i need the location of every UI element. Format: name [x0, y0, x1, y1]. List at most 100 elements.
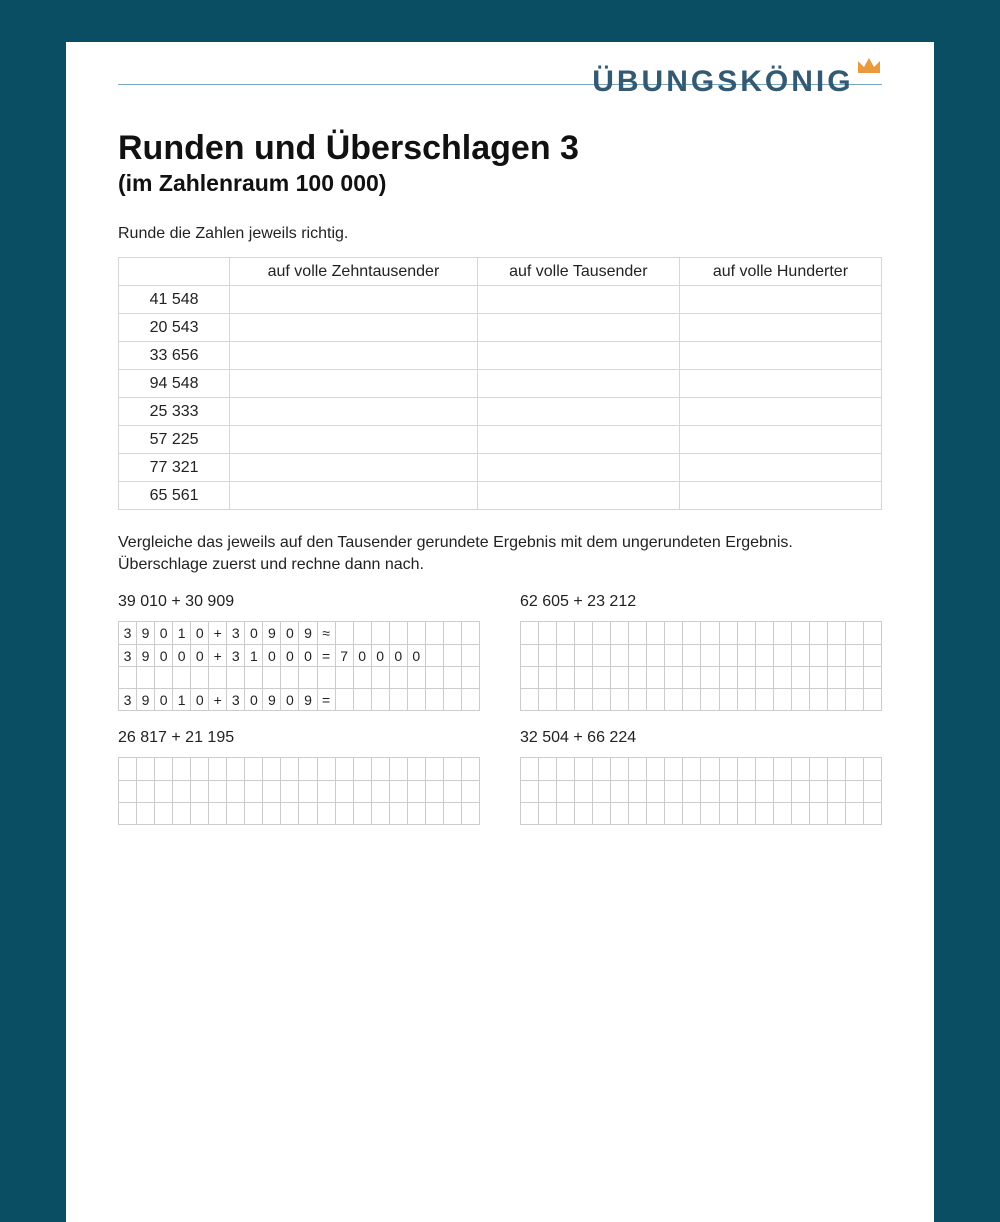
- grid-cell: [629, 622, 647, 644]
- grid-cell: 3: [119, 622, 137, 644]
- grid-row: [119, 758, 479, 780]
- table-blank-cell: [477, 454, 679, 482]
- grid-cell: [444, 622, 462, 644]
- grid-cell: [810, 667, 828, 688]
- grid-cell: [864, 645, 881, 666]
- grid-cell: [683, 622, 701, 644]
- grid-cell: [720, 689, 738, 710]
- grid-cell: [318, 781, 336, 802]
- grid-cell: [191, 758, 209, 780]
- table-header-cell: auf volle Hunderter: [679, 258, 881, 286]
- grid-cell: [426, 758, 444, 780]
- grid-cell: 0: [281, 622, 299, 644]
- grid-cell: [575, 803, 593, 824]
- crown-icon: [856, 55, 882, 82]
- rounding-table: auf volle Zehntausenderauf volle Tausend…: [118, 257, 882, 510]
- exercise-block: 62 605 + 23 212: [520, 593, 882, 711]
- grid-cell: [426, 803, 444, 824]
- grid-cell: [318, 758, 336, 780]
- grid-cell: [155, 758, 173, 780]
- grid-cell: [263, 667, 281, 688]
- grid-cell: [209, 758, 227, 780]
- table-header-cell: auf volle Tausender: [477, 258, 679, 286]
- table-blank-cell: [679, 482, 881, 510]
- grid-cell: [521, 622, 539, 644]
- grid-cell: [611, 645, 629, 666]
- grid-cell: [408, 781, 426, 802]
- grid-cell: [756, 645, 774, 666]
- grid-cell: [521, 667, 539, 688]
- grid-cell: [245, 803, 263, 824]
- grid-cell: 3: [227, 645, 245, 666]
- grid-cell: [738, 645, 756, 666]
- grid-cell: [372, 622, 390, 644]
- grid-cell: [444, 667, 462, 688]
- grid-cell: 9: [137, 689, 155, 710]
- grid-cell: [462, 689, 479, 710]
- grid-cell: [738, 758, 756, 780]
- grid-cell: [557, 689, 575, 710]
- table-blank-cell: [230, 314, 478, 342]
- grid-cell: [539, 689, 557, 710]
- grid-cell: [647, 689, 665, 710]
- grid-cell: [846, 622, 864, 644]
- grid-cell: [846, 667, 864, 688]
- grid-cell: [444, 803, 462, 824]
- grid-cell: 9: [137, 622, 155, 644]
- grid-cell: [593, 622, 611, 644]
- table-blank-cell: [679, 398, 881, 426]
- exercise-label: 62 605 + 23 212: [520, 593, 882, 611]
- grid-cell: [611, 689, 629, 710]
- table-blank-cell: [679, 286, 881, 314]
- grid-cell: 0: [263, 645, 281, 666]
- grid-cell: [647, 622, 665, 644]
- table-number-cell: 94 548: [119, 370, 230, 398]
- grid-cell: [336, 622, 354, 644]
- grid-cell: [774, 689, 792, 710]
- grid-cell: [701, 781, 719, 802]
- grid-cell: [720, 667, 738, 688]
- grid-cell: [408, 667, 426, 688]
- exercise-block: 39 010 + 30 90939010+30909≈39000+31000=7…: [118, 593, 480, 711]
- grid-cell: [539, 758, 557, 780]
- grid-cell: [828, 758, 846, 780]
- grid-cell: [281, 803, 299, 824]
- grid-cell: [629, 667, 647, 688]
- grid-cell: [738, 622, 756, 644]
- grid-cell: [665, 803, 683, 824]
- grid-cell: [444, 781, 462, 802]
- grid-cell: [720, 781, 738, 802]
- grid-cell: 9: [263, 622, 281, 644]
- grid-cell: 0: [408, 645, 426, 666]
- grid-cell: 0: [191, 622, 209, 644]
- grid-cell: [756, 689, 774, 710]
- grid-cell: [756, 622, 774, 644]
- grid-cell: [629, 758, 647, 780]
- grid-cell: 0: [281, 645, 299, 666]
- grid-cell: [774, 622, 792, 644]
- grid-cell: [299, 667, 317, 688]
- exercise-label: 32 504 + 66 224: [520, 729, 882, 747]
- table-blank-cell: [477, 370, 679, 398]
- exercise-label: 39 010 + 30 909: [118, 593, 480, 611]
- grid-cell: [462, 758, 479, 780]
- grid-cell: [828, 622, 846, 644]
- grid-cell: 0: [299, 645, 317, 666]
- grid-cell: [647, 758, 665, 780]
- grid-cell: [683, 781, 701, 802]
- grid-cell: [137, 803, 155, 824]
- grid-cell: [408, 758, 426, 780]
- grid-cell: 0: [155, 689, 173, 710]
- grid-cell: [701, 667, 719, 688]
- table-blank-cell: [477, 286, 679, 314]
- grid-cell: [701, 758, 719, 780]
- grid-cell: [426, 645, 444, 666]
- grid-cell: [701, 645, 719, 666]
- grid-cell: [828, 689, 846, 710]
- grid-cell: [810, 622, 828, 644]
- grid-cell: [408, 622, 426, 644]
- brand-name: ÜBUNGSKÖNIG: [592, 65, 853, 99]
- grid-cell: [846, 758, 864, 780]
- grid-row: [119, 666, 479, 688]
- grid-cell: [227, 781, 245, 802]
